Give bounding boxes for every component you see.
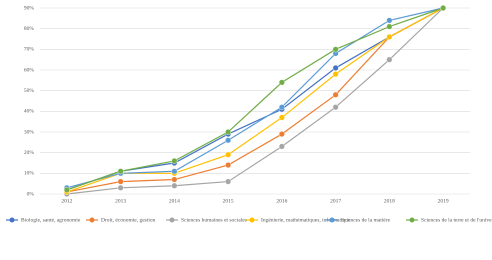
y-tick-label: 80% — [24, 26, 35, 32]
data-point — [171, 157, 178, 164]
data-point — [117, 184, 124, 191]
legend-label: Sciences de la matière — [341, 217, 391, 223]
data-point — [225, 137, 232, 144]
data-point — [225, 162, 232, 169]
y-tick-label: 40% — [24, 109, 35, 115]
data-point — [278, 104, 285, 111]
data-point — [386, 33, 393, 40]
y-tick-label: 20% — [24, 150, 35, 156]
legend-label: Sciences humaines et sociales — [181, 217, 247, 223]
series-line — [66, 7, 444, 193]
data-point — [278, 131, 285, 138]
series-line — [66, 7, 444, 195]
series-line — [66, 7, 444, 191]
y-tick-label: 90% — [24, 5, 35, 11]
y-tick-label: 50% — [24, 88, 35, 94]
y-tick-label: 70% — [24, 47, 35, 53]
legend-label: Ingénierie, mathématiques, informatique — [261, 216, 351, 223]
data-point — [332, 91, 339, 98]
data-point — [332, 46, 339, 53]
series-line — [66, 7, 444, 189]
x-tick-label: 2014 — [169, 198, 180, 204]
legend-label: Sciences de la terre et de l'univers — [421, 217, 492, 223]
data-point — [225, 151, 232, 158]
legend-marker — [9, 217, 15, 223]
data-point — [332, 71, 339, 78]
data-point — [278, 79, 285, 86]
data-point — [386, 56, 393, 63]
x-tick-label: 2012 — [61, 198, 72, 204]
legend-marker — [329, 217, 335, 223]
data-point — [225, 128, 232, 135]
data-point — [171, 168, 178, 175]
legend-marker — [249, 217, 255, 223]
data-point — [332, 64, 339, 71]
x-tick-label: 2015 — [223, 198, 234, 204]
data-point — [386, 23, 393, 30]
data-point — [171, 182, 178, 189]
data-point — [171, 176, 178, 183]
legend-label: Droit, économie, gestion — [101, 217, 156, 223]
legend-marker — [89, 217, 95, 223]
y-tick-label: 60% — [24, 67, 35, 73]
data-point — [332, 104, 339, 111]
legend-label: Biologie, santé, agronomie — [21, 217, 81, 223]
y-tick-label: 10% — [24, 171, 35, 177]
x-tick-label: 2016 — [276, 198, 287, 204]
x-tick-label: 2019 — [438, 198, 449, 204]
data-point — [225, 178, 232, 185]
series-line — [66, 7, 444, 191]
y-tick-label: 0% — [27, 191, 35, 197]
data-point — [278, 114, 285, 121]
x-tick-label: 2018 — [384, 198, 395, 204]
legend-marker — [169, 217, 175, 223]
data-point — [63, 186, 70, 193]
data-point — [440, 4, 447, 11]
data-point — [117, 178, 124, 185]
x-tick-label: 2013 — [115, 198, 126, 204]
x-tick-label: 2017 — [330, 198, 341, 204]
data-point — [386, 17, 393, 24]
data-point — [117, 168, 124, 175]
y-tick-label: 30% — [24, 129, 35, 135]
data-point — [278, 143, 285, 150]
legend-marker — [409, 217, 415, 223]
